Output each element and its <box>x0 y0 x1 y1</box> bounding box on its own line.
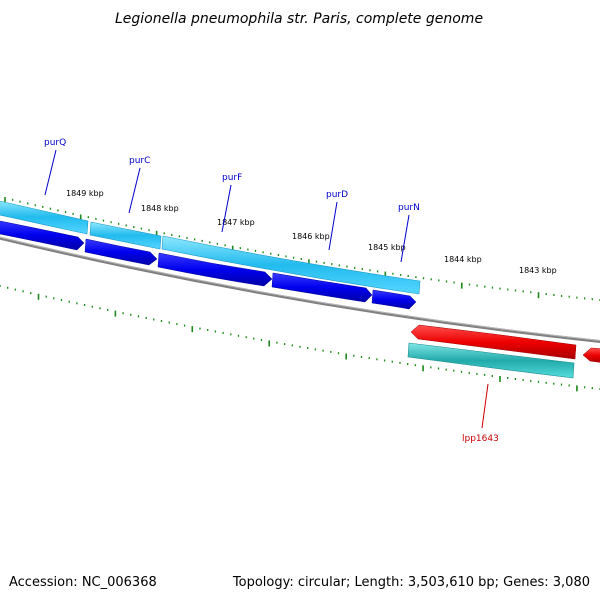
tick-label-1847: 1847 kbp <box>217 218 255 227</box>
tick-label-1846: 1846 kbp <box>292 232 330 241</box>
accession-text: Accession: NC_006368 <box>9 575 157 590</box>
cds-arrow-lpp1643 <box>410 324 577 360</box>
tick-label-1848: 1848 kbp <box>141 204 179 213</box>
outer-tick-ring <box>4 197 600 301</box>
leader-purQ <box>44 149 57 196</box>
leader-lpp1643 <box>481 383 489 429</box>
tick-label-1849: 1849 kbp <box>66 189 104 198</box>
gene-label-purF[interactable]: purF <box>222 173 242 183</box>
feature-segment-2 <box>89 221 162 250</box>
cds-arrow-purC <box>84 238 158 266</box>
gene-label-purD[interactable]: purD <box>326 190 348 200</box>
gene-label-leaders <box>44 149 489 429</box>
leader-purN <box>400 214 410 263</box>
genome-backbone <box>0 236 600 343</box>
feature-segment-3 <box>161 235 421 295</box>
gene-label-purC[interactable]: purC <box>129 156 150 166</box>
scale-labels: 1849 kbp 1848 kbp 1847 kbp 1846 kbp 1845… <box>66 189 557 275</box>
gene-labels: purQ purC purF purD purN lpp1643 <box>44 138 499 444</box>
gene-label-lpp1643[interactable]: lpp1643 <box>462 434 499 444</box>
cds-arrow-purF <box>157 252 273 287</box>
gene-label-purN[interactable]: purN <box>398 203 420 213</box>
topology-summary: Topology: circular; Length: 3,503,610 bp… <box>232 575 590 590</box>
inner-tick-ring <box>0 285 600 392</box>
reverse-feature-segment <box>407 342 575 379</box>
forward-cds-track <box>0 220 417 310</box>
leader-purC <box>128 167 141 214</box>
genome-backbone-highlight <box>0 236 600 341</box>
tick-label-1845: 1845 kbp <box>368 243 406 252</box>
gene-label-purQ[interactable]: purQ <box>44 138 66 148</box>
leader-purD <box>328 201 338 251</box>
forward-feature-track <box>0 200 421 295</box>
map-title: Legionella pneumophila str. Paris, compl… <box>115 11 483 27</box>
leader-purF <box>221 184 232 233</box>
cds-arrow-partial <box>582 347 600 363</box>
cds-arrow-purD <box>271 272 373 303</box>
reverse-cds-track <box>410 324 600 363</box>
cds-arrow-purN <box>371 289 417 310</box>
tick-label-1844: 1844 kbp <box>444 255 482 264</box>
tick-label-1843: 1843 kbp <box>519 266 557 275</box>
cds-arrow-purQ <box>0 220 85 251</box>
feature-segment-1 <box>0 200 89 235</box>
